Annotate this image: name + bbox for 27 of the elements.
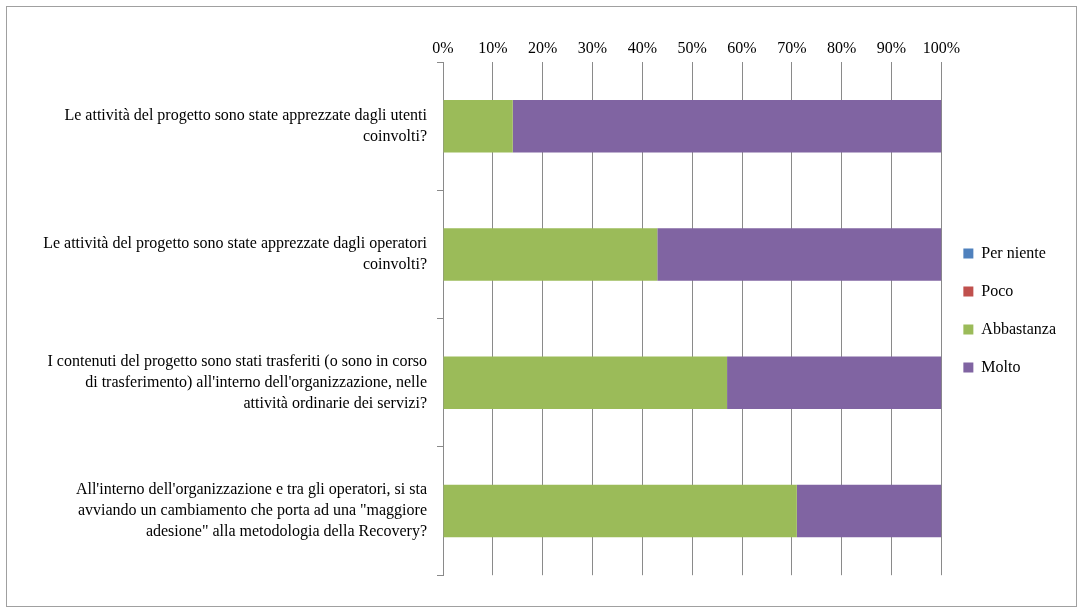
bar bbox=[443, 100, 513, 153]
x-tick-label: 70% bbox=[777, 38, 807, 56]
x-tick-label: 40% bbox=[627, 38, 658, 56]
y-tick-label: Le attività del progetto sono state apprezzate dagli operatori coinvolti? bbox=[43, 234, 428, 273]
x-tick-label: 0% bbox=[432, 38, 454, 56]
y-tick-label: Le attività del progetto sono state apprezzate dagli utenti coinvolti? bbox=[64, 106, 428, 144]
x-tick-label: 90% bbox=[876, 38, 907, 56]
bar bbox=[443, 484, 797, 538]
x-tick-label: 60% bbox=[727, 38, 757, 56]
legend-label: Poco bbox=[981, 281, 1014, 299]
x-tick-label: 80% bbox=[827, 38, 857, 56]
bar bbox=[512, 100, 942, 153]
x-tick-label: 30% bbox=[577, 38, 608, 56]
bar bbox=[727, 356, 942, 410]
bar bbox=[657, 228, 942, 281]
bar bbox=[443, 228, 658, 281]
x-tick-label: 50% bbox=[677, 38, 707, 56]
x-tick-label: 100% bbox=[922, 38, 961, 56]
x-tick-label: 20% bbox=[528, 38, 558, 56]
y-tick-label: All'interno dell'organizzazione e tra gli operatori, si sta avviando un cambiamento che porta ad una "maggiore adesione" alla metodologia della Recovery? bbox=[75, 480, 427, 541]
legend-label: Abbastanza bbox=[981, 319, 1057, 337]
legend-label: Per niente bbox=[981, 243, 1046, 261]
bar bbox=[796, 484, 942, 538]
y-tick-label: I contenuti del progetto sono stati trasferiti (o sono in corso di trasferimento) all'interno dell'organizzazione, nelle attività ordinarie dei servizi? bbox=[47, 352, 427, 411]
legend-label: Molto bbox=[981, 357, 1021, 375]
bar bbox=[443, 356, 728, 410]
x-tick-label: 10% bbox=[478, 38, 508, 56]
